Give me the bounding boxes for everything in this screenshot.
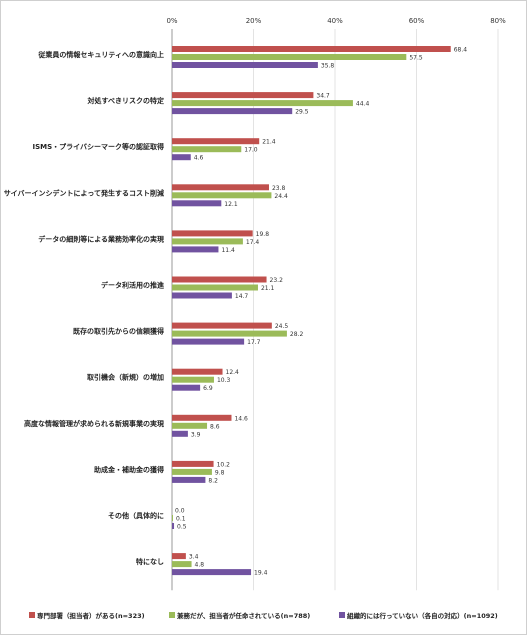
bar xyxy=(172,476,206,483)
bar xyxy=(172,569,252,576)
value-label: 68.4 xyxy=(454,47,468,54)
value-label: 0.1 xyxy=(176,516,186,523)
value-label: 44.4 xyxy=(356,101,370,108)
category-label: 取引機会（新規）の増加 xyxy=(87,373,164,382)
category-label: サイバーインシデントによって発生するコスト削減 xyxy=(4,188,164,197)
bar xyxy=(172,230,253,237)
bar xyxy=(172,62,318,68)
bar xyxy=(172,92,314,99)
bar xyxy=(172,414,232,421)
x-tick-label: 80% xyxy=(490,17,506,25)
category-label: 特になし xyxy=(136,557,164,566)
value-label: 28.2 xyxy=(290,331,304,338)
value-label: 23.8 xyxy=(272,185,286,192)
bar xyxy=(172,200,222,207)
value-label: 35.8 xyxy=(321,63,335,70)
value-label: 8.2 xyxy=(208,477,218,484)
value-label: 6.9 xyxy=(203,385,213,392)
bar xyxy=(172,523,175,529)
legend-swatch xyxy=(339,612,345,618)
category-label: ISMS・プライバシーマーク等の認証取得 xyxy=(32,142,164,151)
bar xyxy=(172,246,219,253)
bar xyxy=(172,146,242,153)
value-label: 17.4 xyxy=(246,239,260,246)
bar xyxy=(172,100,353,107)
category-label: その他（具体的に xyxy=(108,511,164,520)
value-label: 19.8 xyxy=(256,231,270,238)
value-label: 8.6 xyxy=(210,423,220,430)
legend-entry: 専門部署（担当者）がある(n=323) xyxy=(37,611,145,620)
value-label: 19.4 xyxy=(254,570,268,577)
value-label: 21.1 xyxy=(261,285,275,292)
bar xyxy=(172,330,287,337)
value-label: 57.5 xyxy=(409,55,423,62)
value-label: 14.7 xyxy=(235,293,249,300)
value-label: 23.2 xyxy=(270,277,284,284)
value-label: 12.4 xyxy=(226,369,240,376)
bar xyxy=(172,460,214,467)
value-label: 11.4 xyxy=(221,247,235,254)
value-label: 10.3 xyxy=(217,377,231,384)
category-label: 対処すべきリスクの特定 xyxy=(86,96,164,105)
bar xyxy=(172,238,243,245)
category-label: 既存の取引先からの信頼獲得 xyxy=(73,327,164,336)
bar xyxy=(172,184,269,191)
x-tick-label: 40% xyxy=(327,17,343,25)
value-label: 24.5 xyxy=(275,323,289,330)
bar xyxy=(172,430,188,437)
value-label: 3.9 xyxy=(191,431,201,438)
category-label: データ利活用の推進 xyxy=(101,281,164,290)
bar xyxy=(172,292,232,299)
bar xyxy=(172,108,293,115)
value-label: 34.7 xyxy=(316,93,330,100)
category-label: 高度な情報管理が求められる新規事業の実現 xyxy=(24,419,164,428)
value-label: 4.8 xyxy=(195,562,205,569)
category-label: 助成金・補助金の獲得 xyxy=(94,465,164,474)
bar xyxy=(172,154,191,161)
bar xyxy=(172,138,260,145)
bar xyxy=(172,284,258,291)
value-label: 12.1 xyxy=(224,201,238,208)
value-label: 17.7 xyxy=(247,339,261,346)
value-label: 9.8 xyxy=(215,469,225,476)
x-tick-label: 20% xyxy=(246,17,262,25)
bar xyxy=(172,384,201,391)
bar xyxy=(172,376,214,383)
bar xyxy=(172,561,192,568)
bar xyxy=(172,46,451,52)
bar xyxy=(172,192,272,199)
value-label: 21.4 xyxy=(262,139,276,146)
legend-entry: 組織的には行っていない（各自の対応）(n=1092) xyxy=(347,611,498,620)
value-label: 24.4 xyxy=(274,193,288,200)
bar xyxy=(172,54,407,60)
bar xyxy=(172,515,173,521)
value-label: 17.0 xyxy=(244,147,258,154)
bar xyxy=(172,322,272,329)
legend-entry: 兼務だが、担当者が任命されている(n=788) xyxy=(177,611,310,620)
value-label: 4.6 xyxy=(194,155,204,162)
value-label: 29.5 xyxy=(295,109,309,116)
x-tick-label: 60% xyxy=(409,17,425,25)
value-label: 0.5 xyxy=(177,524,187,531)
category-label: 従業員の情報セキュリティへの意識向上 xyxy=(37,50,164,59)
value-label: 14.6 xyxy=(234,415,248,422)
value-label: 10.2 xyxy=(217,461,231,468)
value-label: 0.0 xyxy=(175,508,185,515)
category-label: データの細則等による業務効率化の実現 xyxy=(38,234,164,243)
legend-swatch xyxy=(29,612,35,618)
bar xyxy=(172,468,212,475)
bar xyxy=(172,553,186,560)
bar xyxy=(172,422,208,429)
bar xyxy=(172,276,267,283)
legend-swatch xyxy=(169,612,175,618)
bar xyxy=(172,368,223,375)
bar xyxy=(172,338,245,345)
x-tick-label: 0% xyxy=(166,17,177,25)
value-label: 3.4 xyxy=(189,554,199,561)
